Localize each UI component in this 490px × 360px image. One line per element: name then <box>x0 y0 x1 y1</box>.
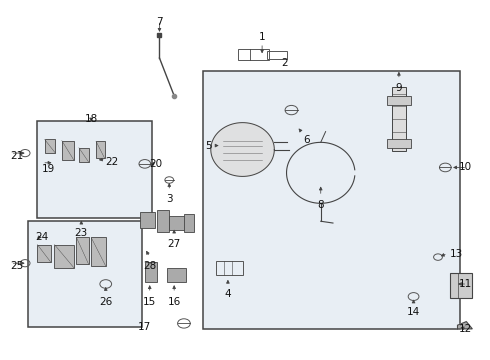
Text: 21: 21 <box>10 151 24 161</box>
Text: 22: 22 <box>106 157 119 167</box>
Bar <box>79 148 89 162</box>
Text: 26: 26 <box>99 297 112 307</box>
Bar <box>450 273 472 298</box>
Text: 27: 27 <box>168 239 181 249</box>
Bar <box>267 51 287 59</box>
Text: 24: 24 <box>35 232 48 242</box>
Bar <box>167 268 186 282</box>
Bar <box>96 141 105 158</box>
Text: 16: 16 <box>168 297 181 307</box>
Bar <box>62 140 74 160</box>
Text: 11: 11 <box>459 279 472 289</box>
Bar <box>76 237 89 264</box>
Bar <box>387 139 411 148</box>
Bar <box>184 214 194 232</box>
Text: 28: 28 <box>143 261 156 271</box>
Bar <box>157 211 169 232</box>
Text: 19: 19 <box>42 164 55 174</box>
Polygon shape <box>211 123 274 176</box>
Text: 2: 2 <box>282 58 288 68</box>
Bar <box>238 49 270 60</box>
Bar <box>54 244 74 268</box>
Bar <box>216 261 243 275</box>
Text: 14: 14 <box>407 307 420 317</box>
Text: 4: 4 <box>224 289 231 300</box>
Text: 23: 23 <box>74 228 88 238</box>
Bar <box>203 71 460 329</box>
Bar <box>140 212 155 228</box>
Text: 12: 12 <box>459 324 472 334</box>
Text: 17: 17 <box>138 322 151 332</box>
Polygon shape <box>458 321 472 329</box>
Text: 5: 5 <box>206 141 212 151</box>
Text: 9: 9 <box>395 83 402 93</box>
Text: 20: 20 <box>149 159 162 169</box>
Text: 10: 10 <box>459 162 472 172</box>
Text: 8: 8 <box>318 200 324 210</box>
Text: 18: 18 <box>84 114 98 123</box>
Bar <box>169 216 186 230</box>
Bar <box>27 221 143 327</box>
Text: 15: 15 <box>143 297 156 307</box>
Bar <box>91 237 106 266</box>
Text: 7: 7 <box>156 17 163 27</box>
Bar <box>145 262 157 282</box>
Bar <box>37 121 152 218</box>
Bar <box>392 87 406 151</box>
Bar <box>387 96 411 105</box>
Text: 25: 25 <box>10 261 24 271</box>
Bar <box>45 139 55 153</box>
Text: 1: 1 <box>259 32 266 42</box>
Text: 6: 6 <box>303 135 309 145</box>
Text: 3: 3 <box>166 194 172 204</box>
Bar <box>37 244 51 262</box>
Text: 13: 13 <box>450 248 464 258</box>
